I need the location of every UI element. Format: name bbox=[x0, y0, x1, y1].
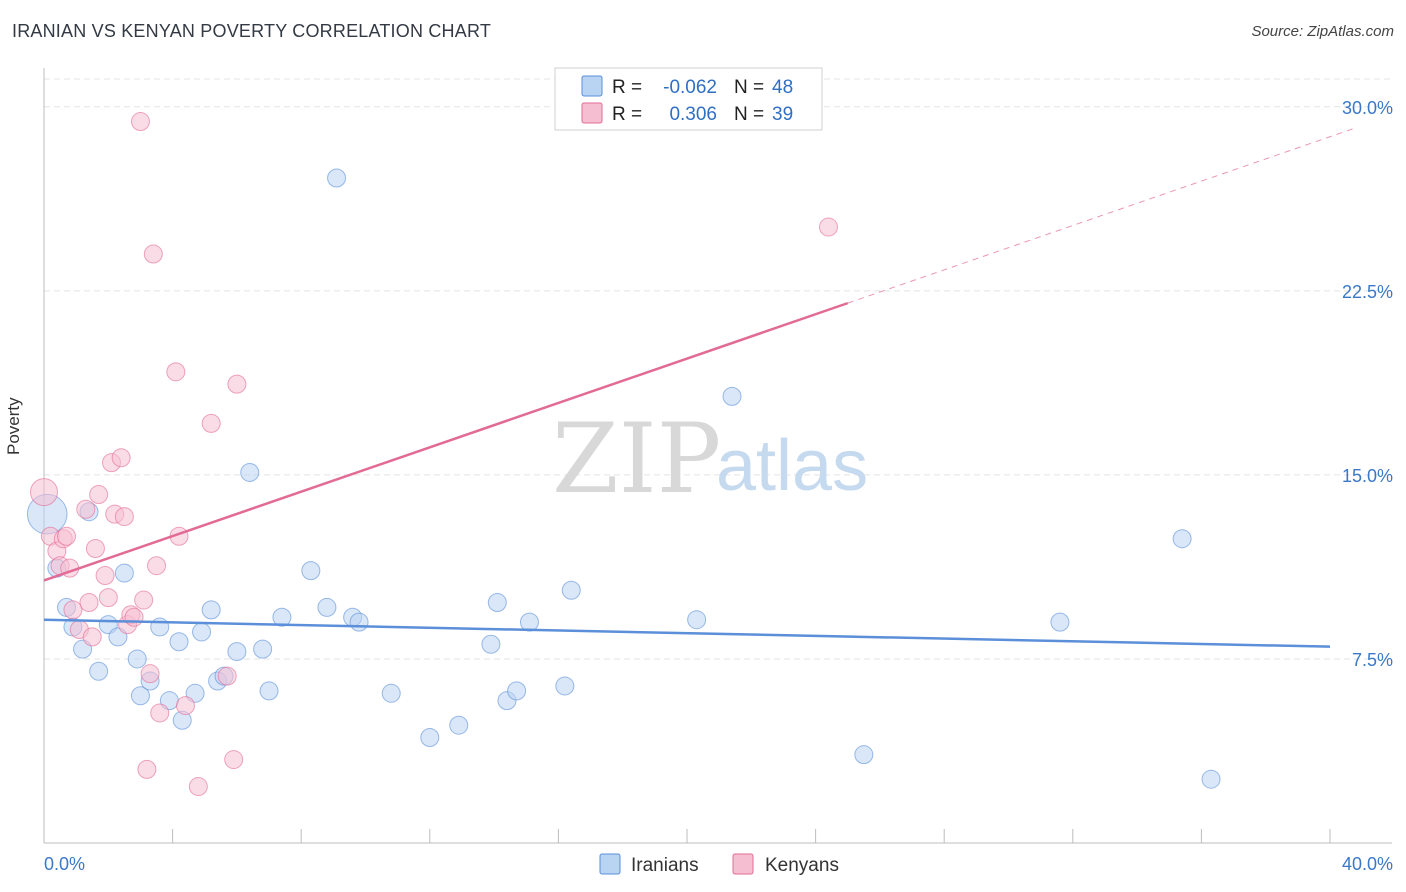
legend-n-value-kenyans: 39 bbox=[772, 104, 793, 125]
y-tick-label: 15.0% bbox=[1342, 466, 1393, 486]
watermark: ZIP atlas bbox=[552, 403, 868, 515]
watermark-zip: ZIP bbox=[552, 403, 721, 515]
iranians-point bbox=[854, 745, 874, 765]
gridlines bbox=[44, 78, 1392, 660]
x-tick-max: 40.0% bbox=[1342, 854, 1393, 874]
series-legend-label-kenyans: Kenyans bbox=[765, 855, 839, 876]
y-tick-label: 22.5% bbox=[1342, 282, 1393, 302]
iranians-point bbox=[687, 610, 707, 630]
legend-swatch-kenyans bbox=[581, 102, 603, 124]
kenyans-point bbox=[137, 759, 157, 779]
iranians-point bbox=[89, 661, 109, 681]
kenyans-point bbox=[143, 244, 163, 264]
watermark-atlas: atlas bbox=[716, 426, 868, 506]
axes: 7.5% 15.0% 22.5% 30.0% bbox=[43, 68, 1393, 844]
kenyans-trend-line bbox=[43, 301, 849, 582]
series-legend: Iranians Kenyans bbox=[599, 853, 839, 876]
y-tick-label: 30.0% bbox=[1342, 98, 1393, 118]
iranians-point bbox=[317, 597, 337, 617]
iranians-point bbox=[272, 607, 292, 627]
iranians-point bbox=[259, 681, 279, 701]
kenyans-point bbox=[98, 588, 118, 608]
iranians-point bbox=[449, 715, 469, 735]
iranians-point bbox=[1050, 612, 1070, 632]
legend-r-value-iranians: -0.062 bbox=[663, 77, 717, 98]
kenyans-point bbox=[95, 566, 115, 586]
kenyans-point bbox=[114, 507, 134, 527]
legend-r-value-kenyans: 0.306 bbox=[669, 104, 717, 125]
iranians-point bbox=[227, 642, 247, 662]
kenyans-point bbox=[166, 362, 186, 382]
kenyans-point bbox=[201, 413, 221, 433]
iranians-point bbox=[487, 593, 507, 613]
iranians-point bbox=[722, 386, 742, 406]
kenyans-point bbox=[63, 600, 83, 620]
iranians-trend-line bbox=[43, 618, 1331, 648]
iranians-point bbox=[130, 686, 150, 706]
series-legend-swatch-kenyans bbox=[732, 853, 754, 875]
kenyans-point bbox=[111, 448, 131, 468]
y-tick-label: 7.5% bbox=[1352, 650, 1393, 670]
kenyans-point bbox=[818, 217, 838, 237]
iranians-point bbox=[192, 622, 212, 642]
legend-swatch-iranians bbox=[581, 75, 603, 97]
iranians-point bbox=[481, 634, 501, 654]
iranians-point bbox=[1201, 769, 1221, 789]
legend-n-label-kenyans: N = bbox=[734, 104, 764, 125]
trend-lines bbox=[43, 127, 1356, 648]
iranians-point bbox=[240, 462, 260, 482]
chart-source: Source: ZipAtlas.com bbox=[1251, 23, 1394, 40]
kenyans-point bbox=[227, 374, 247, 394]
kenyans-point bbox=[175, 696, 195, 716]
legend-n-value-iranians: 48 bbox=[772, 77, 793, 98]
kenyans-point bbox=[82, 627, 102, 647]
kenyans-point bbox=[76, 499, 96, 519]
iranians-point bbox=[301, 561, 321, 581]
kenyans-point bbox=[89, 485, 109, 505]
data-points bbox=[26, 112, 1221, 797]
kenyans-point bbox=[85, 539, 105, 559]
kenyans-point bbox=[140, 664, 160, 684]
kenyans-point bbox=[224, 750, 244, 770]
iranians-point bbox=[420, 727, 440, 747]
kenyans-point bbox=[30, 478, 58, 507]
kenyans-point bbox=[79, 593, 99, 613]
iranians-point bbox=[127, 649, 147, 669]
x-tick-min: 0.0% bbox=[44, 854, 85, 874]
kenyans-point bbox=[134, 590, 154, 610]
iranians-point bbox=[169, 632, 189, 652]
legend-r-label-iranians: R = bbox=[612, 77, 642, 98]
kenyans-point bbox=[188, 777, 208, 797]
kenyans-point bbox=[57, 526, 77, 546]
iranians-point bbox=[327, 168, 347, 188]
legend-r-label-kenyans: R = bbox=[612, 104, 642, 125]
iranians-point bbox=[507, 681, 527, 701]
iranians-point bbox=[114, 563, 134, 583]
series-legend-swatch-iranians bbox=[599, 853, 621, 875]
iranians-point bbox=[1172, 529, 1192, 549]
iranians-point bbox=[561, 580, 581, 600]
series-legend-label-iranians: Iranians bbox=[631, 855, 699, 876]
iranians-point bbox=[349, 612, 369, 632]
iranians-point bbox=[519, 612, 539, 632]
kenyans-point bbox=[217, 666, 237, 686]
kenyans-point bbox=[130, 112, 150, 132]
legend-n-label-iranians: N = bbox=[734, 77, 764, 98]
series-iranians bbox=[26, 168, 1221, 789]
kenyans-point bbox=[150, 703, 170, 723]
iranians-point bbox=[253, 639, 273, 659]
chart-title: IRANIAN VS KENYAN POVERTY CORRELATION CH… bbox=[12, 21, 492, 41]
kenyans-trend-extension bbox=[847, 127, 1356, 304]
iranians-point bbox=[381, 683, 401, 703]
kenyans-point bbox=[147, 556, 167, 576]
iranians-point bbox=[555, 676, 575, 696]
correlation-legend: R = -0.062 N = 48 R = 0.306 N = 39 bbox=[554, 67, 823, 131]
series-kenyans bbox=[30, 112, 838, 797]
iranians-point bbox=[201, 600, 221, 620]
kenyans-point bbox=[124, 607, 144, 627]
